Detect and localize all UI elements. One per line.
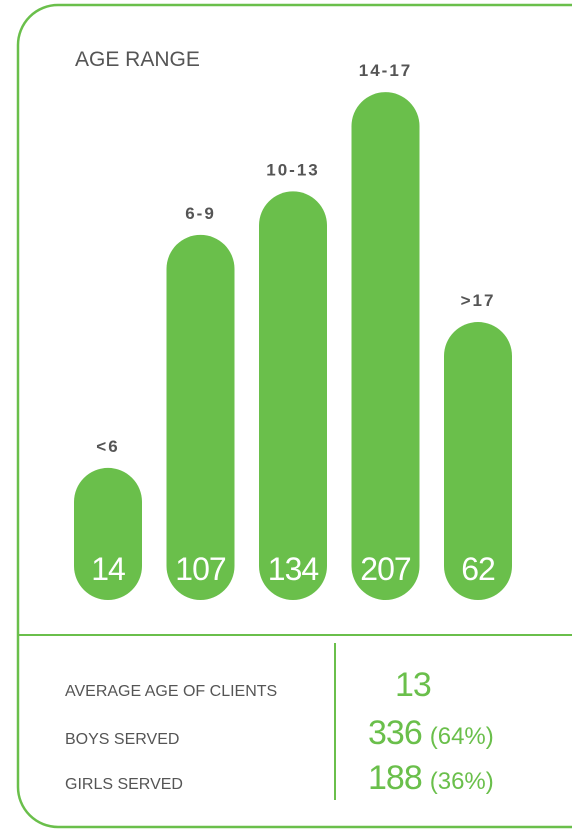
- category-label: 10-13: [266, 160, 319, 179]
- bar: [74, 467, 142, 600]
- stat-value: 336: [368, 714, 422, 752]
- category-label: <6: [96, 437, 119, 456]
- stat-label: BOYS SERVED: [65, 731, 179, 748]
- bar: [351, 92, 420, 600]
- bar: [259, 191, 327, 600]
- stat-value: 188: [368, 759, 422, 797]
- category-label: 6-9: [185, 204, 216, 223]
- stat-label: AVERAGE AGE OF CLIENTS: [65, 683, 277, 700]
- stat-label: GIRLS SERVED: [65, 776, 183, 793]
- bar-value: 14: [91, 551, 125, 587]
- category-label: 14-17: [359, 61, 412, 80]
- bar-value: 134: [268, 551, 319, 587]
- stat-share: (36%): [430, 768, 494, 795]
- category-label: >17: [461, 291, 496, 310]
- bar-value: 107: [175, 551, 226, 587]
- stat-value: 13: [395, 666, 431, 704]
- stat-share: (64%): [430, 723, 494, 750]
- card-border: [16, 3, 572, 829]
- bar-value: 207: [360, 551, 411, 587]
- bar: [444, 322, 512, 600]
- bar: [166, 234, 235, 601]
- chart-title: AGE RANGE: [75, 48, 200, 71]
- bar-value: 62: [461, 551, 495, 587]
